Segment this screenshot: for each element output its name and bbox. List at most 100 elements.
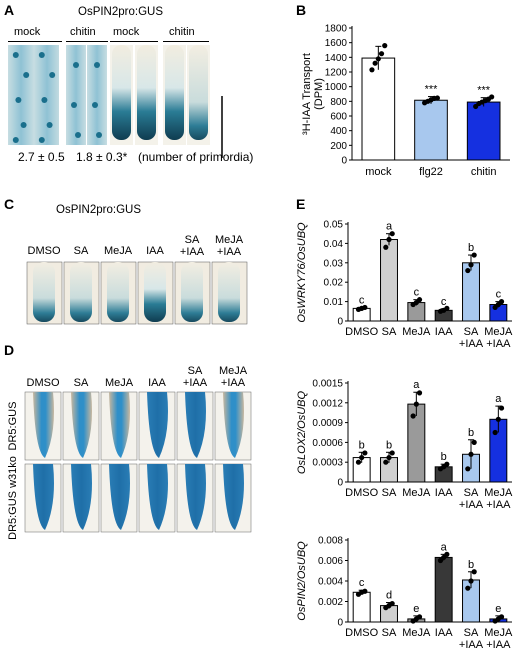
- panel-b-label: B: [296, 2, 307, 18]
- primordium-dot: [38, 52, 45, 58]
- y-tick-label: 200: [330, 141, 347, 152]
- data-point: [383, 459, 389, 465]
- data-point: [372, 60, 378, 66]
- treatment-label-d: SA: [188, 365, 203, 377]
- bar: [361, 57, 396, 161]
- y-tick-label: 0: [341, 156, 347, 167]
- group-label-mock-1: mock: [14, 26, 41, 38]
- panel-c-label: C: [4, 196, 15, 212]
- data-point: [389, 450, 395, 456]
- y-tick-label: 0.006: [318, 556, 343, 567]
- root-tip-micrograph: [189, 45, 208, 140]
- category-label: MeJA: [484, 326, 513, 338]
- category-label: mock: [365, 166, 392, 178]
- chart-E3: 0 0.002 0.004 0.006 0.008 OsPIN2/OsUBQ c DMSO d S…: [296, 536, 513, 652]
- data-point: [383, 244, 389, 250]
- root-tip-micrograph: [112, 45, 131, 140]
- data-point: [498, 405, 505, 411]
- group-letter: a: [441, 541, 448, 553]
- treatment-label-d: SA: [74, 377, 89, 389]
- y-tick-label: 1600: [325, 38, 348, 49]
- y-axis-label: (DPM): [313, 78, 325, 110]
- root-micrograph: [147, 392, 168, 458]
- group-letter: c: [359, 577, 365, 589]
- group-letter: a: [495, 393, 502, 405]
- root-tip-micrograph: [218, 262, 240, 322]
- treatment-label-c: +IAA: [180, 246, 205, 258]
- y-axis-label: ³H-IAA Transport: [301, 53, 313, 135]
- data-point: [444, 551, 450, 557]
- data-point: [444, 461, 450, 467]
- root-tip-micrograph: [70, 262, 92, 322]
- primordium-dot: [75, 132, 81, 138]
- group-label-mock-2: mock: [113, 26, 140, 38]
- data-point: [495, 416, 501, 422]
- data-point: [416, 390, 423, 396]
- primordium-dot: [71, 102, 77, 108]
- charts-layer: 0 200 400 600 800 1000 1200 1400 1600 1800 ³H-IAA …: [296, 24, 513, 652]
- data-point: [437, 557, 444, 564]
- primordium-dot: [23, 72, 30, 78]
- category-label: DMSO: [345, 627, 378, 639]
- y-tick-label: 1800: [325, 24, 348, 35]
- data-point: [441, 554, 447, 561]
- y-axis-label: OsWRKY76/OsUBQ: [296, 222, 308, 323]
- treatment-label-c: SA: [185, 234, 200, 246]
- primordium-dot: [92, 102, 98, 108]
- y-tick-label: 0.02: [324, 278, 344, 289]
- root-tip-micrograph: [181, 262, 203, 322]
- y-tick-label: 0.002: [318, 597, 343, 608]
- category-label: SA: [464, 627, 479, 639]
- treatment-label-c: DMSO: [28, 245, 61, 257]
- data-point: [355, 459, 362, 465]
- y-tick-label: 1200: [325, 68, 348, 79]
- data-point: [369, 67, 375, 73]
- group-letter: c: [496, 289, 502, 301]
- data-point: [362, 588, 368, 594]
- treatment-label-d: MeJA: [219, 365, 248, 377]
- primordium-dot: [20, 122, 27, 128]
- primordium-dot: [15, 97, 22, 103]
- root-tip-micrograph: [144, 262, 166, 322]
- root-tip-micrograph: [137, 45, 156, 140]
- treatment-label-d: IAA: [148, 377, 166, 389]
- treatment-label-c: IAA: [146, 245, 164, 257]
- primordium-dot: [38, 137, 45, 143]
- bar: [434, 556, 453, 623]
- data-point: [471, 439, 477, 445]
- primordium-dot: [12, 52, 19, 58]
- treatment-label-c: SA: [74, 245, 89, 257]
- y-tick-label: 0.0015: [312, 379, 343, 390]
- y-axis-label: OsPIN2/OsUBQ: [296, 541, 308, 621]
- y-tick-label: 0: [337, 317, 343, 328]
- group-letter: a: [413, 379, 420, 391]
- primordia-count-unit: (number of primordia): [138, 150, 254, 164]
- data-point: [389, 231, 395, 237]
- primordium-dot: [49, 72, 56, 78]
- category-label: +IAA: [459, 499, 484, 511]
- category-label: DMSO: [345, 487, 378, 499]
- significance-mark: ***: [477, 85, 491, 97]
- primordia-count-mock: 2.7 ± 0.5: [18, 150, 65, 164]
- primordium-dot: [94, 62, 100, 68]
- group-letter: b: [468, 242, 474, 254]
- root-micrograph: [33, 392, 54, 458]
- group-underline: [8, 41, 62, 42]
- panel-d-label: D: [4, 342, 15, 358]
- category-label: SA: [382, 326, 397, 338]
- data-point: [362, 304, 368, 311]
- data-point: [375, 56, 381, 62]
- group-letter: b: [468, 427, 474, 439]
- root-tip-micrograph: [165, 45, 184, 140]
- root-micrograph: [34, 45, 60, 145]
- root-micrograph: [223, 464, 244, 530]
- bar: [352, 591, 371, 623]
- data-point: [498, 299, 505, 305]
- bar: [466, 101, 501, 161]
- root-micrograph: [185, 392, 206, 458]
- group-letter: c: [441, 296, 447, 308]
- root-micrograph: [8, 45, 34, 145]
- group-letter: e: [413, 603, 419, 615]
- treatment-label-d: MeJA: [105, 377, 134, 389]
